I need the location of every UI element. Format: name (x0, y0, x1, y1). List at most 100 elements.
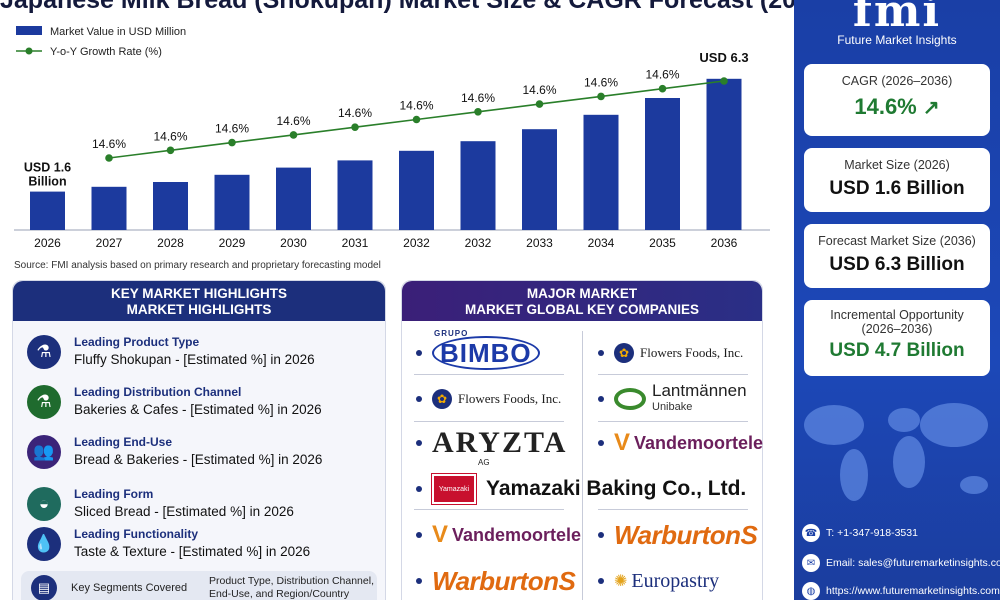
cagr-label: CAGR (2026–2036) (841, 74, 953, 88)
drop-icon: 💧 (27, 527, 61, 561)
vandemoortele-name: Vandemoortele (634, 432, 764, 453)
growth-data-label: 14.6% (522, 83, 556, 97)
contact-phone: ☎ T: +1-347-918-3531 (802, 524, 918, 542)
incremental-value: USD 4.7 Billion (829, 340, 965, 361)
fmi-logo: fmi (852, 0, 942, 37)
company-grid-divider (414, 374, 564, 375)
flask-icon: ⚗ (27, 335, 61, 369)
key-highlights-header: KEY MARKET HIGHLIGHTS MARKET HIGHLIGHTS (13, 281, 385, 321)
bullet-icon (598, 440, 604, 446)
highlight-value: Fluffy Shokupan - [Estimated %] in 2026 (74, 352, 315, 367)
bullet-icon (416, 532, 422, 538)
x-tick-label: 2033 (526, 236, 553, 250)
bar (522, 129, 557, 230)
vandemoortele-name: Vandemoortele (452, 524, 582, 545)
company-logo-yamazaki: Yamazaki Yamazaki Baking Co., Ltd. (416, 469, 746, 509)
key-segments-box: ▤ Key Segments Covered Product Type, Dis… (21, 571, 377, 600)
x-tick-label: 2026 (34, 236, 61, 250)
bar (276, 167, 311, 230)
highlight-value: Bakeries & Cafes - [Estimated %] in 2026 (74, 402, 322, 417)
company-grid-divider (582, 331, 583, 600)
bar (706, 78, 742, 230)
growth-point (289, 131, 298, 139)
lantmannen-sub: Unibake (652, 401, 693, 413)
email-text[interactable]: Email: sales@futuremarketinsights.com (826, 557, 1000, 569)
company-grid-divider (598, 374, 748, 375)
flowers-foods-name: Flowers Foods, Inc. (458, 391, 562, 406)
page-title: Japanese Milk Bread (Shokupan) Market Si… (0, 0, 902, 14)
bar (153, 182, 188, 230)
x-tick-label: 2029 (219, 236, 246, 250)
company-logo-flowers-foods: ✿ Flowers Foods, Inc. (416, 379, 561, 419)
company-grid-divider (414, 509, 564, 510)
growth-data-label: 14.6% (399, 99, 433, 113)
company-logo-aryzta: ARYZTA AG (416, 423, 567, 467)
growth-point (105, 154, 113, 162)
highlight-value: Taste & Texture - [Estimated %] in 2026 (74, 544, 311, 559)
growth-point (412, 115, 421, 124)
flower-icon: ✿ (614, 343, 634, 363)
web-link[interactable]: https://www.futuremarketinsights.com (826, 585, 1000, 597)
bowl-icon: ◒ (27, 487, 61, 521)
growth-point (720, 77, 728, 85)
highlight-item-form: ◒ Leading Form Sliced Bread - [Estimated… (27, 485, 377, 525)
company-logo-flowers-foods: ✿ Flowers Foods, Inc. (598, 333, 743, 373)
growth-data-label: 14.6% (461, 91, 495, 105)
cagr-value-text: 14.6% (854, 94, 917, 119)
phone-icon: ☎ (802, 524, 820, 542)
forecast-size-label: Forecast Market Size (2036) (818, 234, 976, 248)
x-tick-label: 2032 (403, 236, 430, 250)
bar (214, 174, 250, 230)
contact-email: ✉ Email: sales@futuremarketinsights.com (802, 554, 1000, 572)
highlight-item-distribution-channel: ⚗ Leading Distribution Channel Bakeries … (27, 383, 377, 423)
incremental-opportunity-card: Incremental Opportunity (2026–2036) USD … (804, 300, 990, 376)
growth-point (351, 123, 359, 131)
highlight-value: Bread & Bakeries - [Estimated %] in 2026 (74, 452, 323, 467)
growth-point (166, 146, 175, 155)
key-segments-text: Product Type, Distribution Channel, End-… (209, 575, 374, 600)
trend-up-icon: ↗ (922, 97, 940, 119)
highlight-title: Leading Functionality (74, 527, 199, 541)
key-companies-subtitle: MARKET GLOBAL KEY COMPANIES (464, 302, 699, 317)
x-tick-label: 2031 (342, 236, 369, 250)
bar (583, 114, 619, 230)
highlight-title: Leading Product Type (74, 335, 200, 349)
key-highlights-panel: KEY MARKET HIGHLIGHTS MARKET HIGHLIGHTS … (12, 280, 386, 600)
market-size-card: Market Size (2026) USD 1.6 Billion (804, 148, 990, 212)
phone-text: T: +1-347-918-3531 (826, 527, 918, 539)
growth-point (535, 100, 544, 108)
legend-line-marker (25, 47, 33, 55)
highlight-title: Leading Distribution Channel (74, 385, 242, 399)
world-map-graphic (804, 403, 988, 501)
x-tick-label: 2034 (588, 236, 615, 250)
bullet-icon (416, 486, 422, 492)
sidebar: fmi Future Market Insights CAGR (2026–20… (794, 0, 1000, 600)
company-grid-divider (598, 509, 748, 510)
bullet-icon (416, 440, 422, 446)
key-companies-title: MAJOR MARKET (526, 286, 638, 301)
globe-icon: ◍ (802, 582, 820, 600)
bullet-icon (598, 350, 604, 356)
growth-data-label: 14.6% (276, 114, 310, 128)
bar (91, 186, 127, 230)
company-logo-europastry: ✺ Europastry (598, 561, 719, 600)
bar (399, 150, 434, 230)
bar-data-label-first-unit: Billion (28, 175, 66, 189)
highlight-item-end-use: 👥 Leading End-Use Bread & Bakeries - [Es… (27, 433, 377, 473)
incremental-label: Incremental Opportunity (830, 308, 964, 322)
legend-line-label: Y-o-Y Growth Rate (%) (50, 46, 162, 58)
bimbo-wordmark: BIMBO (432, 336, 540, 370)
bullet-icon (598, 396, 604, 402)
bullet-icon (416, 578, 422, 584)
flower-icon: ✿ (432, 389, 452, 409)
lantmannen-icon (614, 388, 646, 410)
highlight-item-product-type: ⚗ Leading Product Type Fluffy Shokupan -… (27, 333, 377, 373)
brand: fmi Future Market Insights (794, 0, 1000, 47)
cagr-card: CAGR (2026–2036) 14.6% ↗ (804, 64, 990, 136)
bullet-icon (416, 396, 422, 402)
company-logo-vandemoortele: V Vandemoortele (598, 423, 763, 463)
market-size-label: Market Size (2026) (844, 158, 950, 172)
warburtons-wordmark: WarburtonS (432, 565, 576, 596)
company-logo-warburtons: WarburtonS (416, 561, 576, 600)
bar-data-label-first: USD 1.6 (24, 161, 71, 175)
